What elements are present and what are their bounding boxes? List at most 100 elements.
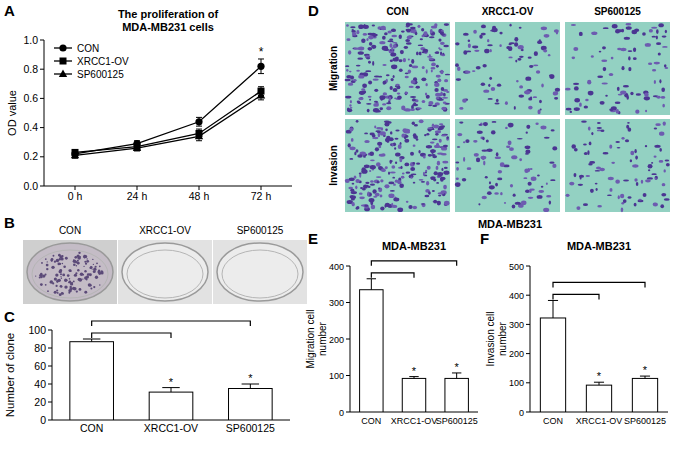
cell — [355, 179, 359, 183]
colony — [61, 278, 63, 280]
cell — [416, 86, 420, 89]
cell — [496, 152, 499, 156]
cell — [391, 35, 397, 37]
cell — [410, 167, 415, 171]
error-cap — [83, 339, 100, 340]
cell — [654, 62, 660, 65]
colony — [70, 282, 73, 285]
cell — [410, 176, 412, 178]
panel-letter: F — [480, 230, 489, 247]
cell — [621, 29, 624, 33]
colony — [59, 263, 61, 265]
cell — [489, 181, 491, 184]
cell — [569, 182, 574, 186]
colony — [70, 286, 72, 288]
cell — [407, 35, 412, 39]
cell — [608, 177, 614, 180]
cell — [441, 34, 445, 36]
cell — [611, 57, 614, 60]
cell — [651, 173, 656, 175]
y-tick — [526, 324, 530, 325]
cell — [565, 88, 571, 91]
cell — [413, 182, 416, 184]
cell — [393, 183, 396, 185]
photo-bg — [455, 22, 560, 115]
cell — [573, 47, 578, 51]
cell — [544, 34, 550, 38]
cell — [404, 139, 409, 143]
cell — [363, 33, 367, 36]
cell — [378, 133, 381, 138]
colony — [79, 288, 82, 291]
cell — [648, 164, 653, 168]
cell — [418, 150, 420, 154]
y-tick-label: 0 — [519, 408, 524, 418]
colony — [60, 273, 62, 275]
cell — [513, 194, 516, 197]
cell — [487, 191, 492, 195]
cell — [659, 160, 664, 163]
cell — [401, 176, 405, 179]
series-line — [75, 91, 261, 152]
cell — [550, 179, 555, 181]
y-tick-label: 40 — [34, 378, 46, 390]
cell — [355, 185, 357, 189]
x-tick-label: SP600125 — [226, 422, 275, 434]
cell — [621, 207, 624, 212]
colony — [85, 263, 87, 265]
photo-bg — [565, 22, 670, 115]
cell — [395, 138, 399, 140]
cell — [371, 205, 376, 210]
cell — [463, 33, 469, 36]
cell — [377, 142, 382, 146]
cell — [524, 90, 530, 94]
cell — [628, 67, 631, 71]
cell — [430, 29, 433, 34]
cell — [654, 145, 660, 148]
marker — [59, 70, 67, 78]
colony — [76, 265, 78, 267]
marker — [134, 143, 141, 150]
cell — [549, 74, 554, 76]
cell — [369, 42, 373, 46]
cell — [417, 25, 420, 28]
cell — [554, 97, 558, 100]
cell — [659, 148, 662, 152]
panel-letter: B — [4, 214, 15, 231]
colony — [52, 255, 54, 257]
cell — [601, 59, 607, 62]
colony — [64, 279, 67, 282]
cell — [402, 173, 405, 175]
cell — [534, 51, 538, 56]
cell — [437, 201, 441, 206]
cell — [537, 40, 542, 44]
cell — [425, 170, 427, 173]
cell — [578, 184, 583, 186]
title: The proliferation ofMDA-MB231 cells — [118, 8, 219, 33]
y-axis — [530, 266, 531, 412]
significance: * — [412, 365, 417, 377]
cell — [634, 203, 637, 207]
cell — [603, 27, 609, 29]
cell — [538, 190, 544, 193]
cell — [467, 167, 472, 170]
error-cap — [367, 278, 376, 279]
cell — [517, 138, 523, 140]
image-label: SP600125 — [594, 6, 641, 17]
colony — [54, 261, 56, 263]
bar — [149, 392, 193, 420]
cell — [605, 95, 608, 97]
colony — [73, 281, 75, 283]
cell — [483, 122, 488, 126]
colony — [62, 263, 64, 265]
cell — [366, 103, 371, 105]
cell — [630, 151, 634, 156]
cell — [603, 67, 607, 71]
colony — [86, 260, 89, 263]
cell — [348, 82, 353, 85]
cell — [420, 38, 423, 40]
cell — [509, 147, 514, 151]
colony — [45, 258, 47, 260]
cell — [434, 145, 440, 148]
colony — [87, 273, 89, 275]
